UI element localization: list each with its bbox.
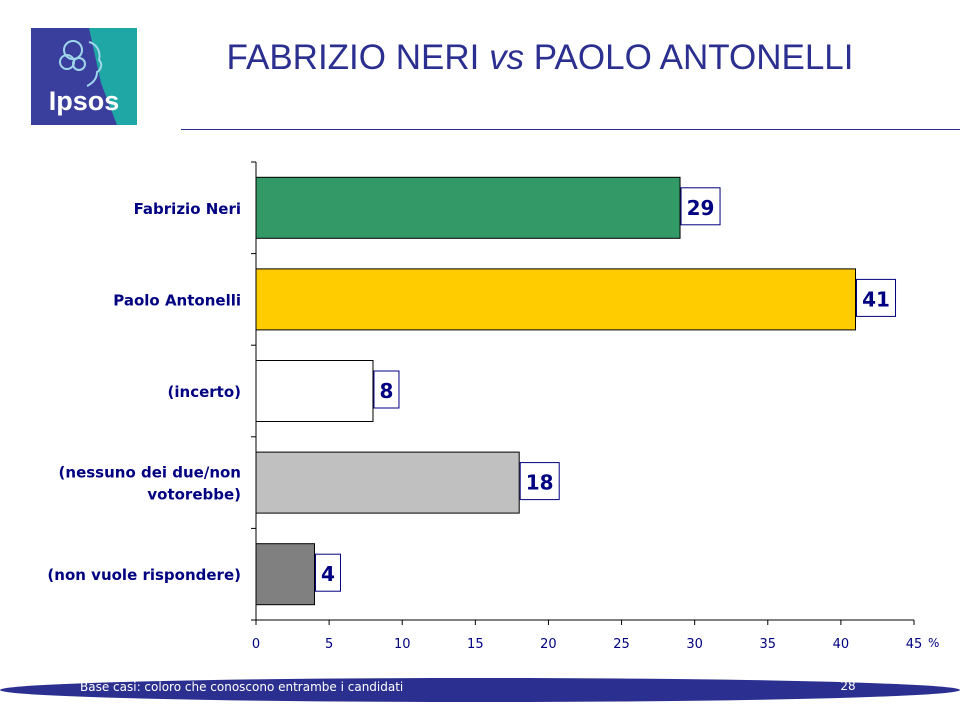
x-tick-label: 0 (252, 637, 260, 652)
x-tick-label: 5 (325, 637, 333, 652)
title-part-1: FABRIZIO NERI (226, 38, 490, 77)
data-label-box (314, 553, 341, 592)
category-label: Paolo Antonelli (113, 291, 241, 309)
ipsos-logo: Ipsos (31, 28, 137, 125)
face-silhouette-icon (59, 40, 103, 87)
x-tick-label: 10 (394, 637, 411, 652)
bar-chart: 29 41 8 18 4 Fabrizio Neri Paolo Antonelli (in… (47, 161, 940, 652)
data-label-box (373, 370, 400, 409)
footer-band (0, 678, 960, 702)
slide-title: FABRIZIO NERI vs PAOLO ANTONELLI (180, 38, 900, 78)
title-divider (181, 129, 960, 130)
x-tick-label: 20 (540, 637, 557, 652)
category-label: Fabrizio Neri (134, 200, 241, 218)
x-tick-label: 35 (760, 637, 777, 652)
data-label: 8 (380, 379, 394, 403)
bar (255, 176, 681, 239)
chart-bars: 29 41 8 18 4 (255, 176, 897, 606)
x-unit-label: % (928, 636, 939, 650)
x-tick-label: 15 (467, 637, 484, 652)
data-label: 18 (526, 471, 554, 495)
x-tick-label: 30 (686, 637, 703, 652)
category-label: (nessuno dei due/non (59, 464, 241, 482)
data-label: 29 (687, 196, 715, 220)
bar (255, 268, 857, 331)
title-vs: vs (489, 38, 525, 77)
x-tick-labels: 0 5 10 15 20 25 30 35 40 45% (252, 636, 940, 652)
logo-text: Ipsos (49, 86, 120, 116)
x-tick-label: 45 (906, 637, 923, 652)
bar (255, 543, 315, 606)
data-label-box (680, 187, 721, 226)
data-label-box (519, 462, 560, 501)
bar (255, 451, 520, 514)
title-part-2: PAOLO ANTONELLI (524, 38, 854, 77)
category-label: (incerto) (168, 383, 241, 401)
x-tick-label: 40 (833, 637, 850, 652)
category-labels: Fabrizio Neri Paolo Antonelli (incerto) (ne… (47, 200, 241, 584)
x-tick-label: 25 (613, 637, 630, 652)
category-label: (non vuole rispondere) (47, 566, 241, 584)
data-label: 4 (321, 562, 335, 586)
bar (255, 360, 374, 422)
page-number: 28 (840, 679, 856, 693)
category-label: votorebbe) (147, 486, 241, 504)
footer-note: Base casi: coloro che conoscono entrambe… (80, 680, 404, 694)
data-label: 41 (862, 287, 890, 311)
data-label-box (856, 278, 897, 317)
